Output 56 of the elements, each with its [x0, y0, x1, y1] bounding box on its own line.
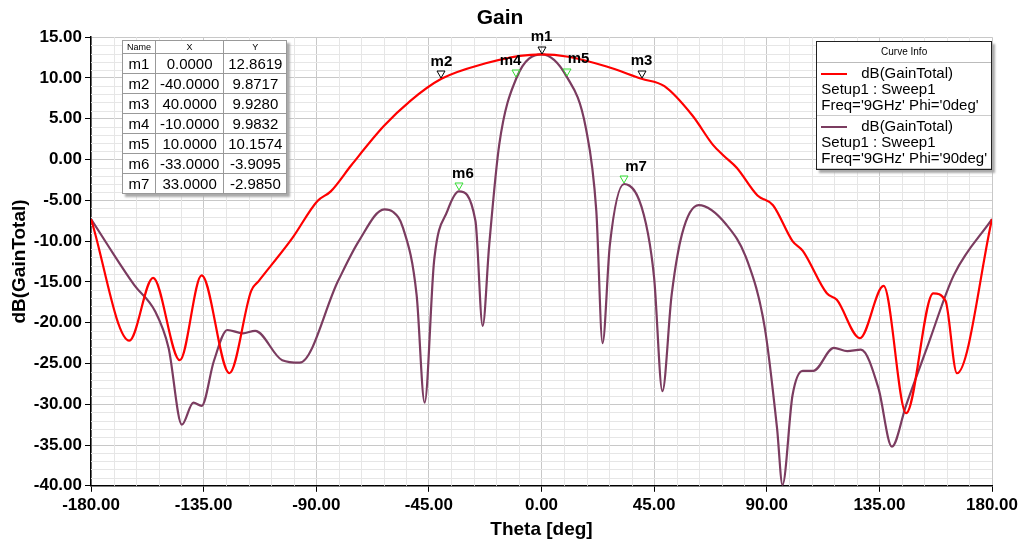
annotation: 0.0000: [155, 53, 224, 74]
annotation: -40.0000: [155, 73, 224, 94]
annotation: -10.0000: [155, 113, 224, 134]
y-tick-label: -35.00: [33, 434, 82, 454]
annotation: 33.0000: [155, 173, 224, 194]
annotation: m1: [122, 53, 156, 74]
y-tick-label: -15.00: [33, 271, 82, 291]
x-tick-label: 180.00: [966, 494, 1018, 514]
x-tick-label: 0.00: [524, 494, 559, 514]
x-tick-label: -135.00: [174, 494, 233, 514]
annotation: m3: [122, 93, 156, 114]
y-tick-label: -25.00: [33, 353, 82, 373]
x-tick-label: 45.00: [632, 494, 676, 514]
y-tick-label: -5.00: [43, 190, 82, 210]
annotation: m1: [530, 27, 553, 45]
legend-title: Curve Info: [817, 42, 991, 63]
annotation: -2.9850: [223, 173, 287, 194]
x-tick-label: -180.00: [62, 494, 120, 514]
annotation: 10.0000: [155, 133, 224, 154]
annotation: -33.0000: [155, 153, 224, 174]
x-axis-title: Theta [deg]: [490, 517, 593, 539]
y-tick-label: 15.00: [39, 26, 82, 46]
annotation: m3: [630, 51, 653, 69]
x-tick-label: -45.00: [404, 494, 453, 514]
annotation: 9.9280: [223, 93, 287, 114]
annotation: -3.9095: [223, 153, 287, 174]
annotation: Name: [122, 40, 156, 54]
annotation: m2: [430, 51, 453, 69]
annotation: m7: [122, 173, 156, 194]
chart-title: Gain: [476, 5, 524, 29]
annotation: m7: [625, 156, 647, 174]
annotation: 10.1574: [223, 133, 287, 154]
x-tick-label: 135.00: [853, 494, 906, 514]
annotation: 40.0000: [155, 93, 224, 114]
y-tick-label: 0.00: [48, 149, 82, 169]
y-axis-title: dB(GainTotal): [7, 199, 29, 324]
y-tick-label: -40.00: [33, 475, 82, 495]
annotation: m6: [122, 153, 156, 174]
x-tick-label: -90.00: [292, 494, 341, 514]
annotation: 9.9832: [223, 113, 287, 134]
y-tick-label: -20.00: [33, 312, 82, 332]
y-tick-label: 10.00: [39, 67, 82, 87]
annotation: m2: [122, 73, 156, 94]
y-tick-label: -10.00: [33, 230, 82, 250]
y-tick-label: -30.00: [33, 393, 82, 413]
annotation: 9.8717: [223, 73, 287, 94]
annotation: X: [155, 40, 224, 54]
legend-label: dB(GainTotal) Setup1 : Sweep1 Freq='9GHz' Phi='90deg': [817, 116, 991, 169]
legend-label: dB(GainTotal) Setup1 : Sweep1 Freq='9GHz' Phi='0deg': [817, 63, 991, 116]
x-tick-label: 90.00: [745, 494, 789, 514]
annotation: m6: [452, 164, 474, 182]
annotation: Y: [223, 40, 287, 54]
y-tick-label: 5.00: [48, 108, 82, 128]
annotation: 12.8619: [223, 53, 287, 74]
annotation: m4: [122, 113, 156, 134]
annotation: m5: [122, 133, 156, 154]
